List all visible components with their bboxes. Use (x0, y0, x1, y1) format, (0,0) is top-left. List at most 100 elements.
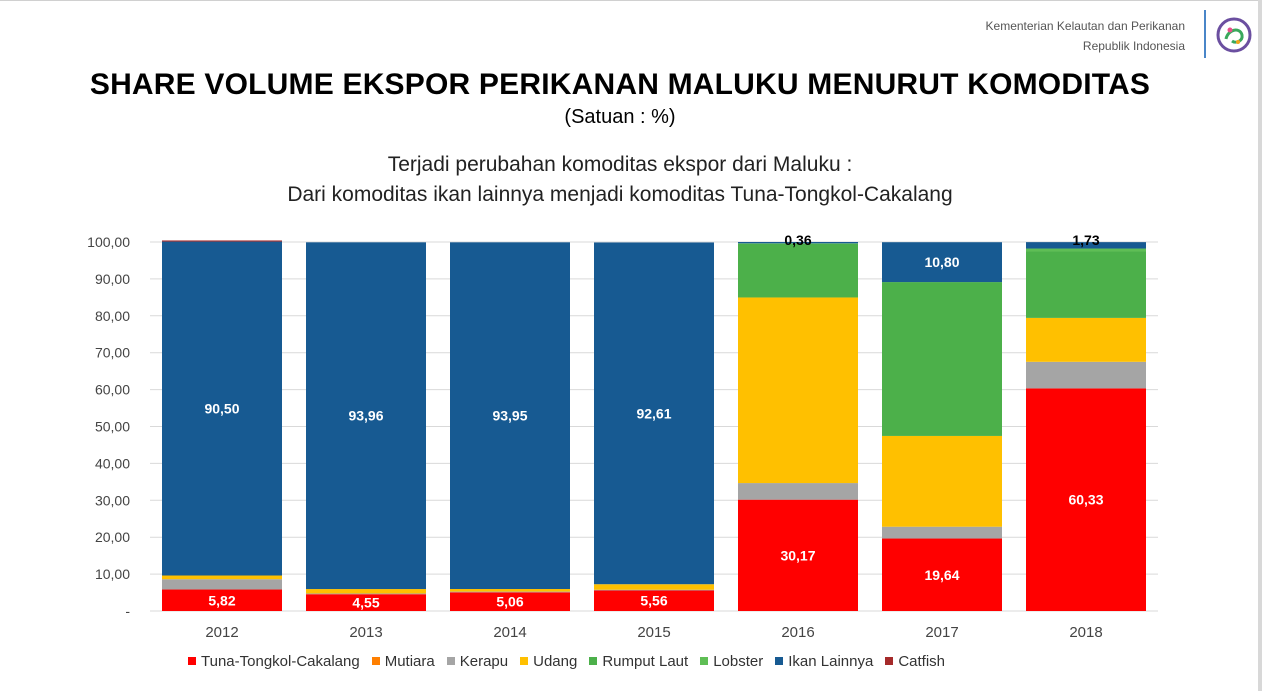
bar-segment (162, 579, 282, 590)
data-label: 0,36 (784, 232, 811, 248)
bar-segment (450, 242, 570, 590)
bar-segment (594, 584, 714, 590)
bar-segment (162, 240, 282, 242)
chart-legend: Tuna-Tongkol-Cakalang Mutiara Kerapu Udang R… (188, 651, 957, 671)
bar-segment (162, 241, 282, 576)
bar-segment (1026, 388, 1146, 611)
ministry-name: Kementerian Kelautan dan Perikanan (985, 19, 1185, 33)
bar-segment (306, 593, 426, 595)
bar-segment (882, 538, 1002, 611)
kkp-logo-icon (1216, 17, 1252, 53)
chart-subtitle: Terjadi perubahan komoditas ekspor dari … (0, 150, 1240, 210)
legend-item: Mutiara (371, 652, 435, 670)
y-tick-label: - (125, 603, 130, 619)
data-label: 5,82 (208, 592, 235, 608)
legend-label: Catfish (898, 652, 946, 670)
legend-label: Tuna-Tongkol-Cakalang (201, 652, 360, 670)
y-tick-label: 80,00 (95, 308, 130, 324)
bar-segment (882, 242, 1002, 283)
legend-item: Ikan Lainnya (775, 653, 873, 670)
ministry-header: Kementerian Kelautan dan Perikanan Repub… (986, 16, 1185, 56)
legend-label: Ikan Lainnya (788, 652, 874, 670)
data-label: 90,50 (204, 401, 239, 417)
legend-item: Catfish (885, 653, 945, 670)
slide-top-border (0, 0, 1262, 1)
data-label: 19,64 (924, 567, 959, 583)
legend-label: Mutiara (384, 652, 435, 670)
x-tick-label: 2017 (925, 624, 958, 641)
bar-segment (1026, 361, 1146, 389)
slide-right-border (1258, 0, 1262, 691)
unit-label: (Satuan : %) (564, 106, 676, 128)
y-tick-label: 20,00 (95, 529, 130, 545)
bar-segment (306, 594, 426, 611)
legend-label: Kerapu (459, 652, 509, 670)
legend-item: Tuna-Tongkol-Cakalang (188, 653, 360, 670)
bar-segment (450, 591, 570, 593)
x-tick-label: 2015 (637, 624, 670, 641)
bar-segment (882, 526, 1002, 539)
x-tick-label: 2013 (349, 624, 382, 641)
ministry-country: Republik Indonesia (1082, 39, 1185, 53)
y-tick-label: 50,00 (95, 419, 130, 435)
subtitle-line-1: Terjadi perubahan komoditas ekspor dari … (387, 153, 853, 176)
bar-segment (1026, 242, 1146, 249)
bar-segment (162, 589, 282, 611)
legend-swatch (775, 657, 784, 665)
bar-segment (594, 589, 714, 591)
legend-item: Udang (520, 653, 577, 670)
y-tick-label: 100,00 (87, 234, 130, 250)
legend-item: Rumput Laut (589, 653, 688, 670)
bar-segment (738, 483, 858, 500)
legend-swatch (885, 657, 894, 665)
data-label: 4,55 (352, 595, 379, 611)
legend-label: Udang (533, 652, 578, 670)
legend-label: Lobster (713, 652, 764, 670)
bar-segment (594, 590, 714, 611)
data-label: 30,17 (780, 547, 815, 563)
legend-swatch (700, 657, 709, 665)
bar-segment (1026, 251, 1146, 318)
bar-segment (306, 242, 426, 590)
bar-segment (738, 297, 858, 484)
y-tick-label: 30,00 (95, 492, 130, 508)
legend-item: Kerapu (446, 652, 509, 670)
data-label: 5,06 (496, 594, 523, 610)
bar-segment (1026, 317, 1146, 362)
subtitle-line-2: Dari komoditas ikan lainnya menjadi komo… (287, 183, 953, 206)
x-tick-label: 2016 (781, 624, 814, 641)
bar-segment (1026, 248, 1146, 252)
legend-swatch (589, 657, 598, 665)
data-label: 60,33 (1068, 492, 1103, 508)
bar-segment (450, 589, 570, 592)
bar-segment (882, 282, 1002, 436)
x-tick-label: 2012 (205, 624, 238, 641)
page-title: SHARE VOLUME EKSPOR PERIKANAN MALUKU MEN… (89, 68, 1151, 101)
y-tick-label: 90,00 (95, 271, 130, 287)
data-label: 5,56 (640, 593, 667, 609)
legend-swatch (446, 657, 455, 665)
bar-segment (738, 499, 858, 611)
data-label: 93,96 (348, 408, 383, 424)
legend-swatch (188, 657, 196, 665)
x-tick-label: 2018 (1069, 624, 1102, 641)
y-tick-label: 10,00 (95, 566, 130, 582)
data-label: 10,80 (924, 254, 959, 270)
legend-swatch (371, 657, 380, 665)
y-tick-label: 70,00 (95, 345, 130, 361)
legend-item: Lobster (700, 653, 763, 670)
y-tick-label: 60,00 (95, 382, 130, 398)
bar-segment (738, 243, 858, 298)
y-tick-label: 40,00 (95, 455, 130, 471)
logo-divider (1204, 10, 1206, 58)
data-label: 93,95 (492, 408, 527, 424)
legend-label: Rumput Laut (602, 652, 689, 670)
bar-segment (450, 592, 570, 611)
bar-segment (306, 589, 426, 594)
x-tick-label: 2014 (493, 624, 526, 641)
data-label: 1,73 (1072, 232, 1099, 248)
data-label: 92,61 (636, 405, 671, 421)
bar-segment (594, 242, 714, 585)
bar-segment (162, 575, 282, 580)
